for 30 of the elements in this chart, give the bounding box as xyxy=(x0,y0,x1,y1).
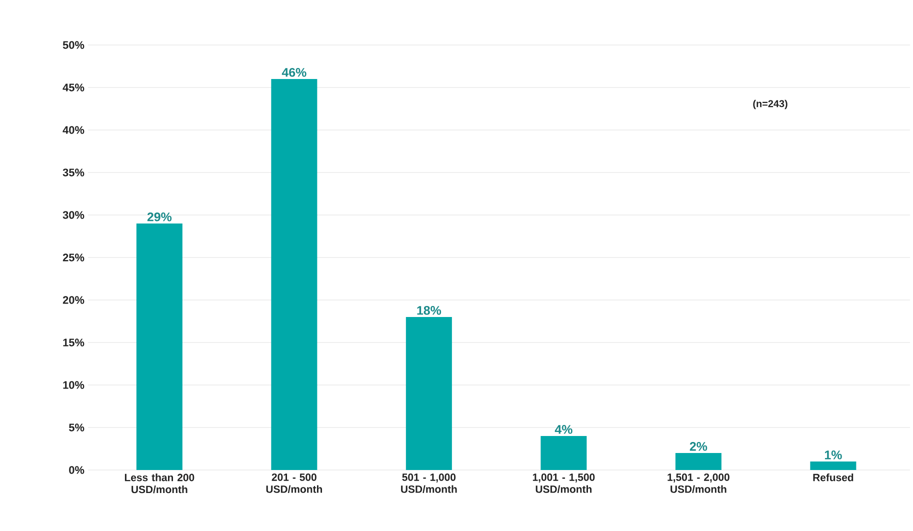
y-tick-label: 10% xyxy=(63,381,84,389)
bar xyxy=(540,436,587,470)
y-tick-label: 45% xyxy=(62,84,84,92)
data-label: 2% xyxy=(690,442,708,451)
x-tick-label: 1,001 - 1,500 USD/month xyxy=(532,474,595,493)
data-label: 29% xyxy=(147,212,172,222)
y-tick-label: 15% xyxy=(63,338,84,346)
y-tick-label: 5% xyxy=(68,424,84,432)
data-label: 46% xyxy=(282,68,306,77)
bar xyxy=(406,317,452,470)
y-tick-label: 40% xyxy=(62,126,84,134)
y-tick-label: 25% xyxy=(62,254,84,262)
data-label: 4% xyxy=(554,425,572,434)
annotation: (n=243) xyxy=(753,100,788,110)
bar xyxy=(810,462,856,470)
data-label: 1% xyxy=(824,450,842,460)
y-tick-label: 35% xyxy=(62,168,84,176)
bar xyxy=(675,453,722,470)
bar xyxy=(136,223,182,470)
x-tick-label: 201 - 500 USD/month xyxy=(266,474,322,493)
y-tick-label: 0% xyxy=(69,466,84,474)
x-tick-label: Less than 200 USD/month xyxy=(124,474,194,494)
bar xyxy=(271,78,318,470)
x-tick-label: 501 - 1,000 USD/month xyxy=(401,474,457,493)
x-tick-label: 1,501 - 2,000 USD/month xyxy=(668,474,730,493)
y-tick-label: 30% xyxy=(62,211,84,219)
data-label: 18% xyxy=(417,306,442,315)
y-tick-label: 20% xyxy=(62,296,84,304)
y-tick-label: 50% xyxy=(62,41,84,49)
x-tick-label: Refused xyxy=(813,474,854,482)
